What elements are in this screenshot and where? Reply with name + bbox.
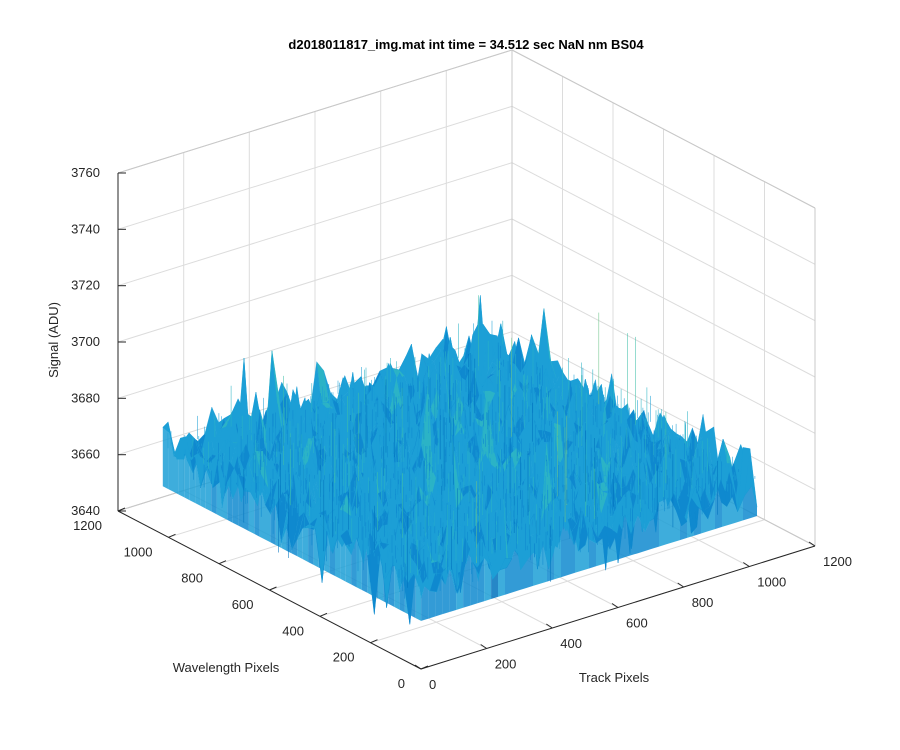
skirt-facet [162, 421, 169, 489]
skirt-facet [561, 521, 568, 578]
skirt-facet [484, 558, 492, 602]
skirt-facet [638, 515, 645, 554]
skirt-facet [335, 534, 341, 579]
skirt-facet [297, 528, 303, 560]
skirt-facet [291, 539, 298, 557]
skirt-facet [589, 539, 596, 569]
skirt-facet [631, 515, 638, 556]
grid-line-z-back [117, 274, 513, 399]
skirt-facet [200, 467, 206, 509]
skirt-facet [281, 528, 287, 551]
skirt-facet [645, 516, 652, 551]
skirt-facet [596, 538, 603, 567]
skirt-facet [227, 482, 233, 523]
skirt-facet [345, 545, 352, 585]
skirt-facet [340, 535, 346, 582]
box-edge [511, 49, 816, 209]
skirt-facet [308, 528, 314, 565]
skirt-facet [195, 456, 201, 506]
skirt-facet [399, 573, 405, 613]
skirt-facet [168, 421, 174, 492]
skirt-facet [351, 533, 357, 588]
skirt-facet [449, 564, 457, 613]
grid-line-z-side [511, 331, 816, 491]
skirt-facet [178, 453, 185, 498]
surface-spikes [167, 295, 756, 599]
box-edge [117, 49, 513, 174]
grid-line-z-back [117, 162, 513, 287]
grid-line-z-back [117, 218, 513, 343]
skirt-facet [184, 453, 190, 501]
grid-line-z-side [511, 162, 816, 322]
skirt-facet [708, 498, 715, 532]
skirt-facet [173, 456, 179, 495]
grid-line-z-side [511, 105, 816, 265]
grid-line-y-floor [370, 519, 765, 644]
skirt-facet [463, 548, 471, 608]
skirt-facet [610, 533, 617, 562]
grid-line-z-back [117, 105, 513, 230]
skirt-facet [302, 528, 309, 562]
skirt-facet [394, 560, 400, 610]
surface-mesh [162, 295, 758, 625]
skirt-facet [286, 528, 292, 554]
grid-line-z-side [511, 218, 816, 378]
grid-line-z-side [511, 274, 816, 434]
surface-top [162, 295, 758, 625]
skirt-facet [265, 504, 271, 543]
